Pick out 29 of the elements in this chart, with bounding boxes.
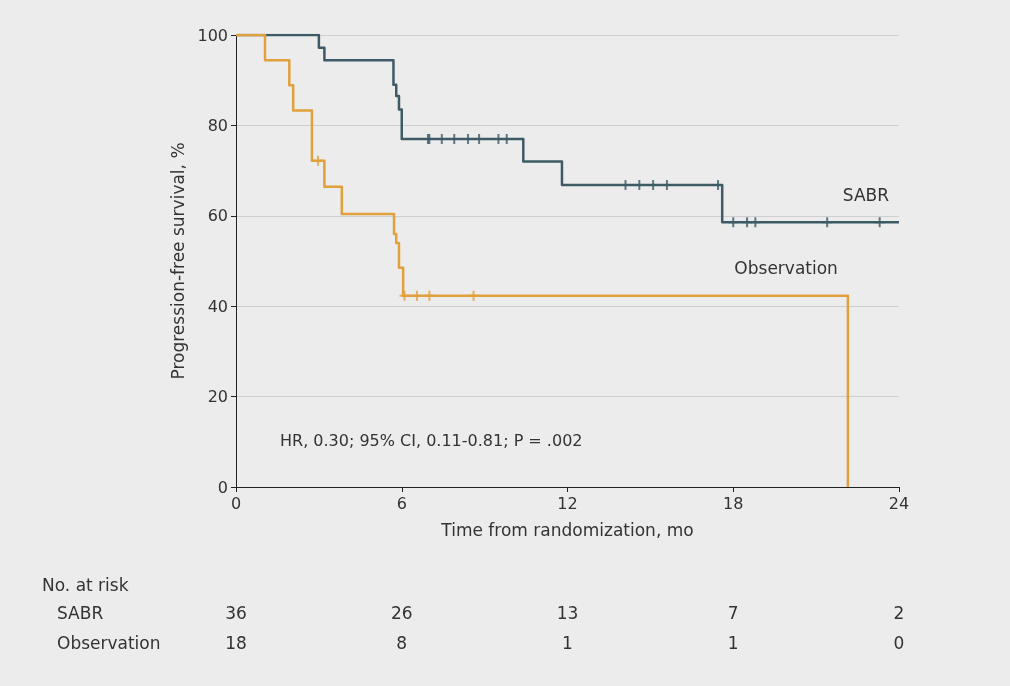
text: 36 bbox=[225, 602, 247, 623]
text: Observation bbox=[57, 632, 161, 653]
series-label: SABR bbox=[842, 184, 890, 205]
y-tick-label: 0 bbox=[217, 477, 228, 497]
x-tick-label: 24 bbox=[888, 493, 910, 513]
text: 1 bbox=[562, 632, 573, 653]
text: 1 bbox=[727, 632, 739, 653]
y-tick-label: 20 bbox=[207, 387, 228, 407]
text: 18 bbox=[225, 632, 247, 653]
text: 0 bbox=[893, 632, 905, 653]
y-axis-title: Progression-free survival, % bbox=[168, 142, 189, 380]
y-tick-label: 100 bbox=[197, 25, 228, 45]
x-tick-label: 18 bbox=[723, 493, 744, 513]
text: SABR bbox=[57, 602, 104, 623]
x-tick-label: 6 bbox=[396, 493, 407, 513]
y-tick-label: 60 bbox=[207, 206, 228, 226]
series-label: Observation bbox=[734, 258, 838, 279]
x-tick-label: 12 bbox=[557, 493, 578, 513]
annotation: HR, 0.30; 95% CI, 0.11-0.81; P = .002 bbox=[280, 430, 583, 450]
text: No. at risk bbox=[42, 574, 129, 595]
text: 2 bbox=[893, 602, 905, 623]
text: 8 bbox=[396, 632, 408, 653]
y-tick-label: 40 bbox=[207, 296, 228, 316]
x-axis-title: Time from randomization, mo bbox=[440, 519, 694, 540]
x-tick-label: 0 bbox=[230, 493, 242, 513]
text: 7 bbox=[727, 602, 739, 623]
y-tick-label: 80 bbox=[207, 115, 228, 135]
text: 26 bbox=[390, 602, 413, 623]
text: 13 bbox=[556, 602, 579, 623]
